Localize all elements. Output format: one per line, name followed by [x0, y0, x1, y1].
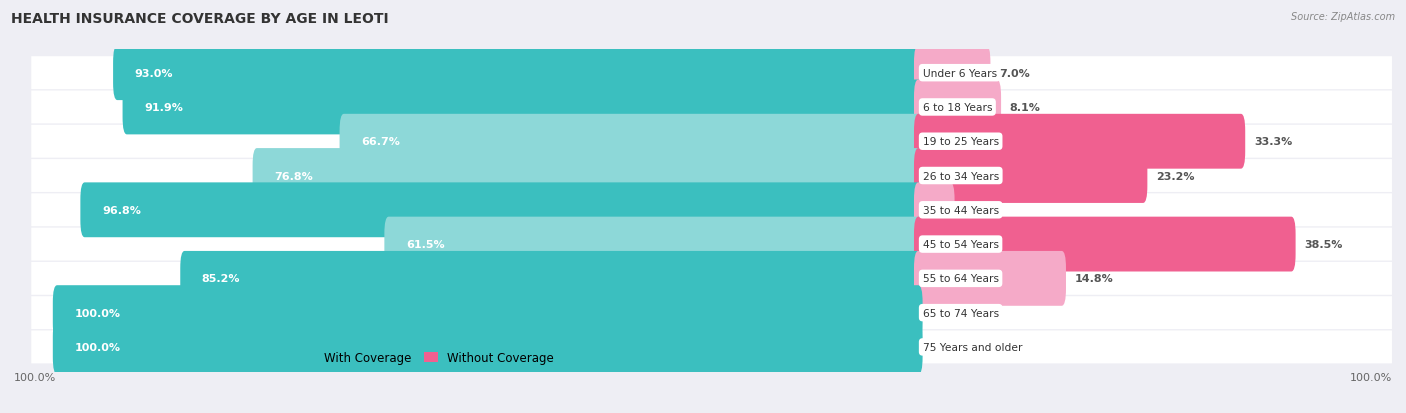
Text: Source: ZipAtlas.com: Source: ZipAtlas.com: [1291, 12, 1395, 22]
FancyBboxPatch shape: [31, 126, 1392, 158]
FancyBboxPatch shape: [914, 252, 1066, 306]
Text: 8.1%: 8.1%: [1010, 103, 1040, 113]
FancyBboxPatch shape: [112, 46, 922, 101]
Text: 0.0%: 0.0%: [935, 308, 966, 318]
Text: 91.9%: 91.9%: [143, 103, 183, 113]
FancyBboxPatch shape: [31, 297, 1392, 329]
Text: 3.3%: 3.3%: [963, 205, 994, 215]
FancyBboxPatch shape: [914, 114, 1246, 169]
Text: 19 to 25 Years: 19 to 25 Years: [922, 137, 998, 147]
Text: 38.5%: 38.5%: [1305, 240, 1343, 249]
Text: HEALTH INSURANCE COVERAGE BY AGE IN LEOTI: HEALTH INSURANCE COVERAGE BY AGE IN LEOT…: [11, 12, 389, 26]
FancyBboxPatch shape: [31, 91, 1392, 124]
Text: 45 to 54 Years: 45 to 54 Years: [922, 240, 998, 249]
Text: 100.0%: 100.0%: [14, 372, 56, 382]
Text: 100.0%: 100.0%: [1350, 372, 1392, 382]
FancyBboxPatch shape: [31, 57, 1392, 90]
FancyBboxPatch shape: [914, 46, 990, 101]
FancyBboxPatch shape: [340, 114, 922, 169]
Legend: With Coverage, Without Coverage: With Coverage, Without Coverage: [297, 347, 558, 369]
FancyBboxPatch shape: [31, 228, 1392, 261]
Text: 61.5%: 61.5%: [406, 240, 444, 249]
Text: 93.0%: 93.0%: [135, 69, 173, 78]
Text: 35 to 44 Years: 35 to 44 Years: [922, 205, 998, 215]
Text: 0.0%: 0.0%: [935, 342, 966, 352]
Text: 26 to 34 Years: 26 to 34 Years: [922, 171, 998, 181]
FancyBboxPatch shape: [31, 262, 1392, 295]
Text: Under 6 Years: Under 6 Years: [922, 69, 997, 78]
Text: 96.8%: 96.8%: [101, 205, 141, 215]
Text: 75 Years and older: 75 Years and older: [922, 342, 1022, 352]
Text: 85.2%: 85.2%: [202, 274, 240, 284]
Text: 66.7%: 66.7%: [361, 137, 399, 147]
FancyBboxPatch shape: [53, 285, 922, 340]
Text: 100.0%: 100.0%: [75, 342, 121, 352]
FancyBboxPatch shape: [53, 320, 922, 375]
FancyBboxPatch shape: [914, 81, 1001, 135]
FancyBboxPatch shape: [914, 217, 1295, 272]
FancyBboxPatch shape: [31, 160, 1392, 192]
FancyBboxPatch shape: [914, 149, 1147, 204]
Text: 76.8%: 76.8%: [274, 171, 314, 181]
Text: 65 to 74 Years: 65 to 74 Years: [922, 308, 998, 318]
Text: 100.0%: 100.0%: [75, 308, 121, 318]
FancyBboxPatch shape: [80, 183, 922, 237]
Text: 7.0%: 7.0%: [1000, 69, 1029, 78]
FancyBboxPatch shape: [122, 81, 922, 135]
Text: 55 to 64 Years: 55 to 64 Years: [922, 274, 998, 284]
FancyBboxPatch shape: [914, 183, 955, 237]
Text: 33.3%: 33.3%: [1254, 137, 1292, 147]
Text: 6 to 18 Years: 6 to 18 Years: [922, 103, 993, 113]
FancyBboxPatch shape: [180, 252, 922, 306]
FancyBboxPatch shape: [31, 331, 1392, 363]
FancyBboxPatch shape: [384, 217, 922, 272]
Text: 14.8%: 14.8%: [1074, 274, 1114, 284]
FancyBboxPatch shape: [253, 149, 922, 204]
Text: 23.2%: 23.2%: [1156, 171, 1195, 181]
FancyBboxPatch shape: [31, 194, 1392, 227]
